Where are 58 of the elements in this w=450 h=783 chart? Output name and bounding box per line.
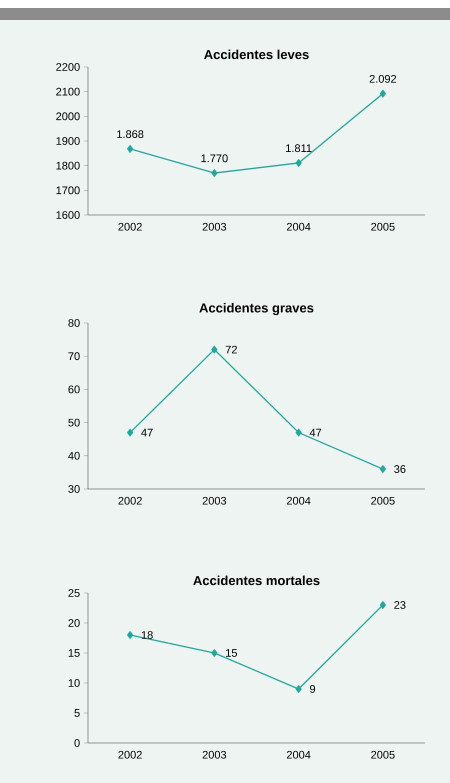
x-tick-label: 2004 — [286, 222, 311, 231]
data-label: 18 — [142, 631, 153, 639]
point — [211, 649, 218, 657]
x-tick-label: 2004 — [286, 750, 311, 759]
point — [380, 601, 386, 609]
y-tick-label: 5 — [74, 709, 80, 717]
point — [296, 685, 302, 693]
data-label: 1.868 — [117, 130, 144, 138]
y-tick-label: 70 — [68, 352, 80, 360]
data-label: 72 — [226, 346, 237, 354]
chart-title: Accidentes graves — [199, 302, 314, 316]
chart-title: Accidentes leves — [204, 50, 309, 60]
y-tick-label: 80 — [68, 319, 80, 327]
y-tick-label: 2000 — [56, 112, 80, 120]
y-tick-label: 30 — [68, 485, 80, 493]
point — [296, 159, 302, 167]
y-tick-label: 1700 — [56, 186, 80, 194]
data-label: 23 — [394, 601, 406, 609]
point — [380, 90, 386, 98]
y-tick-label: 1600 — [56, 211, 80, 219]
data-label: 15 — [226, 649, 238, 657]
data-label: 36 — [394, 465, 406, 473]
y-tick-label: 25 — [68, 589, 80, 597]
point — [211, 169, 218, 177]
point — [380, 465, 386, 473]
y-tick-label: 20 — [68, 619, 80, 627]
y-tick-label: 2200 — [56, 63, 80, 71]
chart-title: Accidentes mortales — [193, 576, 320, 586]
data-label: 2.092 — [370, 74, 396, 83]
data-label: 47 — [141, 428, 153, 436]
x-tick-label: 2005 — [371, 222, 395, 231]
data-label: 1.770 — [201, 154, 228, 162]
x-tick-label: 2003 — [202, 496, 226, 505]
data-label: 9 — [310, 685, 316, 693]
x-tick-label: 2003 — [202, 750, 226, 759]
x-tick-label: 2002 — [118, 222, 142, 231]
x-tick-label: 2005 — [371, 750, 395, 759]
data-label: 1.811 — [286, 144, 312, 152]
y-tick-label: 10 — [68, 679, 80, 687]
y-tick-label: 2100 — [56, 88, 80, 96]
y-tick-label: 50 — [68, 418, 80, 426]
y-tick-label: 1900 — [56, 137, 80, 145]
y-tick-label: 0 — [74, 739, 80, 747]
x-tick-label: 2003 — [202, 222, 226, 231]
x-tick-label: 2002 — [118, 750, 142, 759]
y-tick-label: 1800 — [56, 162, 80, 170]
point — [127, 145, 134, 153]
y-tick-label: 40 — [68, 452, 80, 460]
x-tick-label: 2002 — [118, 496, 142, 505]
point — [211, 346, 218, 354]
x-tick-label: 2004 — [286, 496, 311, 505]
data-label: 47 — [310, 428, 322, 436]
x-tick-label: 2005 — [371, 496, 395, 505]
y-tick-label: 15 — [68, 649, 80, 657]
point — [127, 428, 134, 436]
y-tick-label: 60 — [68, 385, 80, 394]
point — [127, 631, 134, 639]
point — [296, 428, 302, 436]
